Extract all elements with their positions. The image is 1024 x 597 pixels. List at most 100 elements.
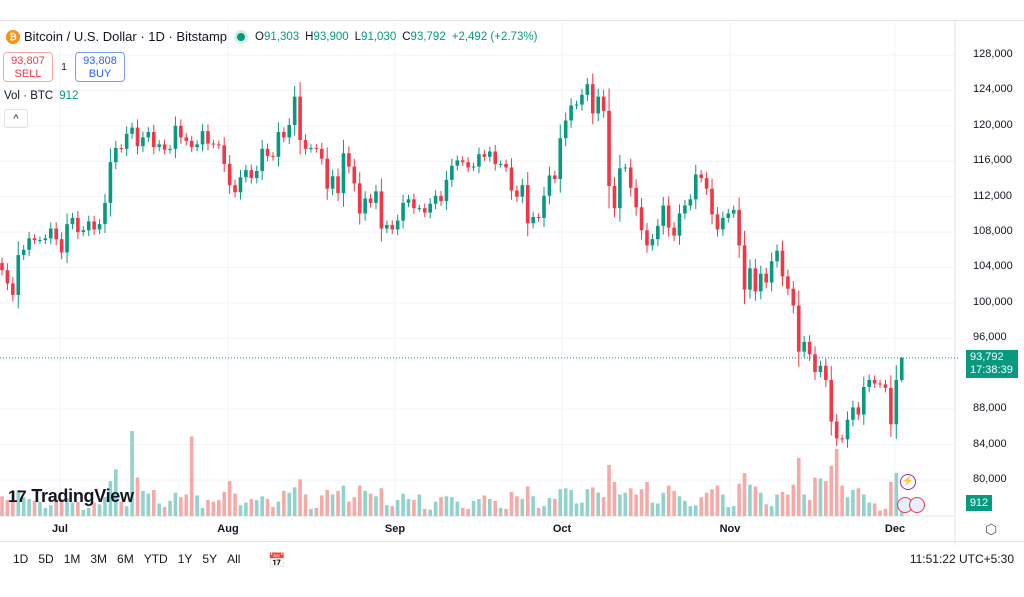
candle-body	[590, 84, 595, 114]
candle-body	[677, 213, 682, 236]
candle-body	[189, 140, 194, 148]
candle-body	[287, 124, 292, 138]
low-value: 91,030	[361, 30, 397, 43]
candle-body	[233, 185, 237, 193]
trade-buttons: 93,807 SELL 1 93,808 BUY	[3, 52, 125, 82]
symbol-legend[interactable]: ₿ Bitcoin / U.S. Dollar · 1D · Bitstamp …	[6, 29, 537, 44]
volume-bar	[59, 499, 64, 516]
volume-bar	[179, 497, 183, 516]
volume-bar	[780, 491, 785, 516]
candle-body	[303, 139, 308, 149]
volume-bar	[130, 431, 134, 516]
sell-button[interactable]: 93,807 SELL	[3, 52, 53, 82]
volume-bar	[309, 508, 313, 516]
collapse-legend-button[interactable]: ^	[4, 109, 28, 128]
volume-bar	[439, 497, 443, 516]
volume-bar	[580, 502, 584, 516]
candle-body	[867, 379, 871, 388]
volume-bar	[254, 499, 259, 516]
candle-body	[634, 187, 638, 208]
volume-bar	[5, 499, 10, 516]
symbol-title[interactable]: Bitcoin / U.S. Dollar · 1D · Bitstamp	[24, 29, 227, 44]
candle-body	[525, 185, 530, 224]
candle-body	[179, 125, 183, 138]
candle-body	[764, 273, 769, 283]
clock-timezone[interactable]: 11:51:22 UTC+5:30	[909, 552, 1014, 566]
range-5d[interactable]: 5D	[38, 552, 54, 566]
candle-body	[401, 202, 405, 221]
volume-bar	[141, 490, 145, 516]
candlestick-chart[interactable]	[0, 0, 1024, 545]
candle-body	[260, 148, 264, 171]
volume-bar	[796, 457, 801, 516]
range-1y[interactable]: 1Y	[177, 552, 193, 566]
candle-body	[357, 183, 362, 214]
last-price-label: 93,792 17:38:39	[966, 350, 1018, 378]
candle-body	[504, 163, 508, 168]
volume-legend[interactable]: Vol · BTC 912	[4, 90, 79, 102]
volume-bar	[553, 499, 557, 516]
volume-bar	[574, 503, 579, 516]
volume-bar	[21, 497, 26, 516]
candle-body	[786, 276, 790, 289]
volume-bar	[715, 485, 720, 516]
candle-body	[796, 305, 801, 352]
candle-body	[374, 191, 378, 203]
price-tick: 104,000	[973, 260, 1013, 273]
candle-body	[623, 167, 628, 169]
range-ytd[interactable]: YTD	[143, 552, 168, 566]
range-6m[interactable]: 6M	[117, 552, 134, 566]
volume-bar	[282, 490, 286, 516]
candle-body	[92, 221, 96, 230]
candle-body	[769, 261, 774, 283]
lightning-event-icon[interactable]: ⚡	[900, 474, 916, 490]
candle-body	[894, 379, 899, 425]
candle-body	[16, 255, 21, 295]
volume-bar	[385, 505, 389, 516]
candle-body	[206, 131, 210, 144]
volume-bar	[379, 488, 384, 516]
volume-bar	[450, 497, 454, 516]
volume-bar	[292, 487, 297, 516]
range-5y[interactable]: 5Y	[202, 552, 218, 566]
range-3m[interactable]: 3M	[90, 552, 108, 566]
candle-body	[314, 147, 319, 149]
us-flag-event-icon-2[interactable]	[909, 497, 925, 513]
volume-bar	[86, 507, 91, 516]
buy-button[interactable]: 93,808 BUY	[75, 52, 125, 82]
volume-bar	[861, 494, 866, 516]
volume-bar	[227, 481, 232, 516]
candle-body	[618, 168, 622, 209]
volume-bar	[195, 495, 199, 516]
volume-bar	[677, 496, 682, 516]
chart-settings-icon[interactable]: ⬡	[985, 521, 998, 537]
candle-body	[872, 379, 877, 384]
volume-bar	[834, 448, 839, 516]
range-all[interactable]: All	[227, 552, 241, 566]
candle-body	[780, 250, 785, 277]
volume-bar	[786, 494, 790, 516]
range-1m[interactable]: 1M	[63, 552, 81, 566]
candle-body	[807, 341, 812, 355]
volume-bar	[76, 501, 80, 516]
volume-bar	[325, 490, 329, 516]
high-value: 93,900	[313, 30, 349, 43]
candle-body	[433, 195, 438, 204]
volume-bar	[390, 506, 395, 516]
volume-bar	[731, 506, 736, 516]
volume-bar	[585, 489, 590, 516]
volume-bar	[683, 500, 687, 516]
candle-body	[672, 227, 676, 236]
market-open-dot-icon	[237, 32, 245, 41]
tradingview-logo[interactable]: 17 TradingView	[8, 486, 134, 506]
volume-bar	[872, 503, 877, 516]
volume-bar	[466, 508, 470, 516]
volume-bar	[721, 494, 725, 516]
calendar-goto-icon[interactable]: 📅	[268, 552, 286, 568]
range-1d[interactable]: 1D	[13, 552, 29, 566]
volume-bar	[791, 484, 796, 516]
candle-body	[390, 224, 395, 230]
candle-body	[471, 166, 476, 168]
volume-bar	[699, 497, 703, 516]
volume-bar	[802, 494, 806, 516]
